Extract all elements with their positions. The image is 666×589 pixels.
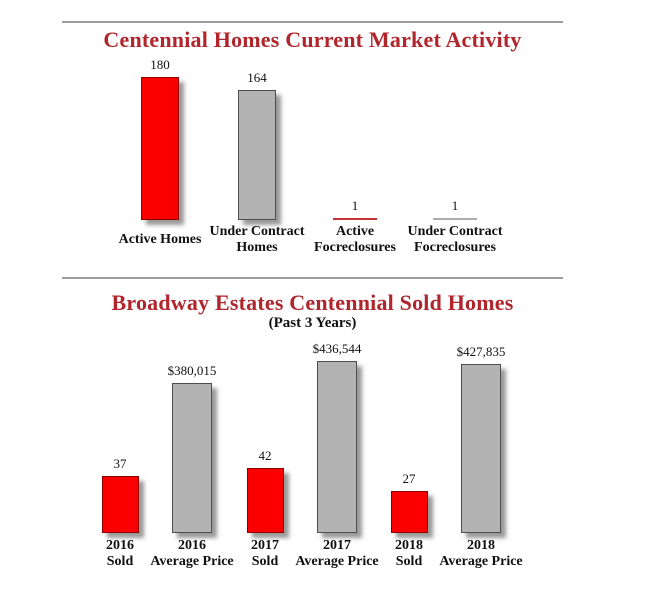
value-label-2018-sold: 27 xyxy=(402,471,416,487)
category-label-active-focreclosures: Active Focreclosures xyxy=(295,222,415,258)
category-label-line: Sold xyxy=(251,554,279,569)
category-label-line: Focreclosures xyxy=(414,240,496,255)
middle-divider xyxy=(62,277,563,279)
bar-2016-sold xyxy=(101,475,139,533)
bar-2018-sold xyxy=(390,491,428,533)
category-label-line: 2018 xyxy=(467,537,495,553)
category-label-line: Under Contract xyxy=(407,223,503,239)
category-label-line: Under Contract xyxy=(209,223,305,239)
category-label-2016-sold: 2016 Sold xyxy=(60,536,180,572)
chart2-title: Broadway Estates Centennial Sold Homes xyxy=(111,290,514,315)
bar-2017-sold xyxy=(246,468,284,533)
category-label-2017-sold: 2017 Sold xyxy=(205,536,325,572)
value-label-2017-average-price: $436,544 xyxy=(312,341,362,356)
category-label-line: 2016 xyxy=(178,537,206,553)
category-label-line: 2018 xyxy=(395,537,423,553)
value-label-under-contract-homes: 164 xyxy=(247,69,267,85)
category-label-line: 2016 xyxy=(106,537,134,553)
category-label-line: Focreclosures xyxy=(314,240,396,255)
value-label-2016-sold: 37 xyxy=(113,455,127,471)
category-label-line: 2017 xyxy=(251,537,279,553)
value-label-active-homes: 180 xyxy=(150,57,170,72)
category-label-line: Sold xyxy=(106,554,134,569)
top-divider xyxy=(62,21,563,23)
category-label-line: 2017 xyxy=(323,537,351,553)
category-label-line: Homes xyxy=(236,240,278,255)
value-label-under-contract-focreclosures: 1 xyxy=(451,198,459,213)
chart2-subtitle: (Past 3 Years) xyxy=(268,315,357,331)
bar-2017-average-price xyxy=(317,361,357,533)
category-label-2016-average-price: 2016 Average Price xyxy=(132,536,252,572)
category-label-2018-average-price: 2018 Average Price xyxy=(421,536,541,572)
category-label-line: Average Price xyxy=(439,554,523,569)
bar-active-homes xyxy=(141,77,179,220)
value-label-active-focreclosures: 1 xyxy=(351,198,359,213)
bar-active-focreclosures xyxy=(333,218,377,220)
bar-2018-average-price xyxy=(461,364,501,533)
category-label-line: Active Homes xyxy=(118,231,202,247)
value-label-2018-average-price: $427,835 xyxy=(456,344,506,360)
category-label-line: Active xyxy=(335,223,375,239)
category-label-under-contract-focreclosures: Under Contract Focreclosures xyxy=(395,222,515,258)
category-label-2017-average-price: 2017 Average Price xyxy=(277,536,397,572)
value-label-2016-average-price: $380,015 xyxy=(167,363,217,379)
category-label-line: Average Price xyxy=(295,554,379,569)
category-label-line: Average Price xyxy=(150,554,234,569)
category-label-under-contract-homes: Under Contract Homes xyxy=(197,222,317,258)
bar-2016-average-price xyxy=(172,383,212,533)
chart1-title: Centennial Homes Current Market Activity xyxy=(103,27,522,52)
bar-under-contract-focreclosures xyxy=(433,218,477,220)
category-label-2018-sold: 2018 Sold xyxy=(349,536,469,572)
category-label-active-homes: Active Homes xyxy=(100,222,220,258)
category-label-line: Sold xyxy=(395,554,423,569)
bar-under-contract-homes xyxy=(238,89,276,220)
value-label-2017-sold: 42 xyxy=(258,448,272,463)
